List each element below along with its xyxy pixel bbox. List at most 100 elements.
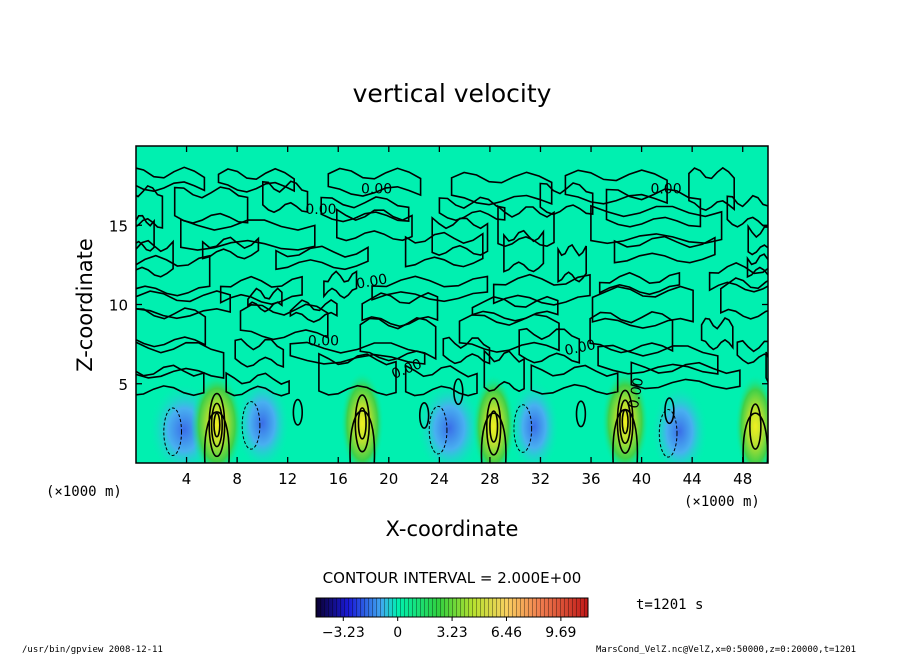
colorbar-stripes	[316, 598, 588, 617]
zero-contour	[320, 196, 410, 223]
updraft-zero-contour	[203, 411, 230, 463]
x-tick-label: 40	[632, 470, 651, 488]
zero-contour	[613, 235, 716, 264]
zero-contour	[336, 208, 413, 242]
contour-interval-text: CONTOUR INTERVAL = 2.000E+00	[323, 569, 582, 587]
x-tick-label: 48	[733, 470, 752, 488]
zero-contour	[530, 363, 619, 396]
colorbar-tick-label: 3.23	[436, 625, 467, 641]
x-tick-label: 16	[329, 470, 348, 488]
zero-contour	[136, 290, 231, 320]
small-contour	[292, 398, 304, 426]
zero-contour	[201, 236, 260, 260]
y-tick-label: 10	[109, 297, 128, 315]
zero-contour	[217, 167, 295, 193]
footer-right: MarsCond_VelZ.nc@VelZ,x=0:50000,z=0:2000…	[596, 645, 856, 654]
small-contour	[664, 397, 675, 425]
zero-contour	[136, 307, 207, 348]
colorbar-tick-label: 9.69	[545, 625, 576, 641]
zero-contour	[518, 327, 581, 364]
x-tick-label: 20	[379, 470, 398, 488]
zero-contour	[289, 341, 426, 365]
zero-contour	[598, 271, 681, 296]
x-axis-label: X-coordinate	[386, 517, 519, 541]
contour-value-label: 0.00	[355, 271, 388, 292]
zero-contour	[275, 245, 369, 271]
downdraft-contour	[163, 407, 183, 456]
zero-contour	[318, 352, 397, 396]
zero-contour	[136, 364, 205, 397]
contour-value-label: 0.00	[626, 376, 647, 409]
zero-contour	[630, 361, 741, 390]
zero-contour	[450, 171, 553, 206]
zero-contour	[136, 166, 206, 193]
small-contour	[575, 400, 587, 428]
updraft-contour	[210, 402, 223, 448]
downdraft-contour	[241, 401, 261, 450]
updraft-region	[191, 372, 243, 463]
updraft-contour	[489, 410, 499, 443]
downdraft-region	[234, 375, 291, 463]
footer-left: /usr/bin/gpview 2008-12-11	[22, 645, 163, 654]
updraft-contour	[485, 397, 502, 456]
zero-contour	[589, 311, 674, 354]
zero-contour	[471, 295, 559, 322]
contour-value-label: 0.00	[361, 182, 392, 198]
zero-contour	[323, 270, 358, 299]
updraft-contour	[616, 389, 634, 454]
x-tick-label: 24	[430, 470, 449, 488]
y-axis-label: Z-coordinate	[73, 238, 97, 372]
zero-contour	[503, 229, 545, 273]
zero-contour	[136, 341, 225, 379]
zero-contour	[591, 285, 694, 329]
x-axis: 4 8 12 16 20 24 28 32 36 40 44 48	[182, 146, 752, 488]
zero-contour	[136, 239, 174, 278]
y-axis: 5 10 15	[109, 217, 768, 394]
updraft-region	[340, 371, 384, 463]
x-tick-label: 12	[278, 470, 297, 488]
contour-value-label: 0.00	[308, 334, 339, 350]
chart-title: vertical velocity	[353, 79, 552, 108]
updraft-contour	[208, 392, 226, 458]
zero-contour	[136, 184, 164, 229]
zero-contour	[247, 287, 283, 313]
zero-contour	[747, 223, 768, 256]
y-tick-label: 5	[118, 376, 128, 394]
x-unit-label: (×1000 m)	[684, 494, 760, 510]
colorbar-tick-label: −3.23	[322, 625, 365, 641]
colorbar-ticks: −3.23 0 3.23 6.46 9.69	[322, 617, 576, 641]
zero-contour	[262, 180, 309, 214]
zero-contour	[359, 317, 437, 362]
zero-contour	[289, 299, 338, 323]
zero-contour	[497, 204, 555, 248]
zero-contour	[431, 216, 489, 256]
zero-contour	[136, 254, 211, 297]
zero-contour	[700, 316, 734, 351]
updraft-zero-contour	[349, 409, 376, 463]
y-tick-label: 15	[109, 217, 128, 235]
updraft-region	[472, 374, 515, 463]
downdraft-contour	[658, 409, 678, 458]
zero-contour	[564, 169, 668, 205]
zero-contour	[442, 336, 491, 365]
zero-contour	[225, 371, 290, 397]
updraft-contour	[213, 412, 221, 438]
contour-value-label: 0.00	[650, 182, 681, 198]
zero-contour	[180, 218, 316, 251]
updraft-contour	[621, 409, 629, 435]
y-unit-label: (×1000 m)	[46, 484, 122, 500]
small-contour	[453, 378, 464, 406]
zero-contour	[239, 303, 329, 341]
zero-contour	[726, 194, 768, 228]
colorbar: −3.23 0 3.23 6.46 9.69	[315, 597, 589, 641]
contour-value-label: 0.00	[563, 337, 597, 359]
time-label: t=1201 s	[636, 597, 703, 613]
plot-area: 0.00 0.000.000.000.000.000.000.00	[135, 145, 769, 464]
updraft-zero-contour	[480, 412, 507, 463]
zero-contour	[483, 349, 525, 393]
updraft-contour	[354, 394, 371, 453]
x-tick-label: 28	[480, 470, 499, 488]
small-contour	[418, 401, 430, 429]
zero-contour	[234, 338, 285, 369]
downdraft-contour	[513, 404, 533, 453]
